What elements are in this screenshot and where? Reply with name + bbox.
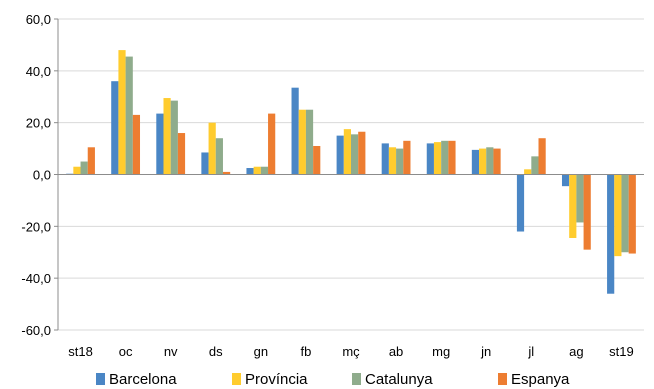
bar-barcelona-ab	[381, 143, 389, 175]
bar-espanya-st18	[87, 147, 95, 175]
x-tick-label: ag	[569, 344, 583, 359]
bar-barcelona-ag	[561, 174, 570, 187]
bar-barcelona-fb	[291, 87, 299, 175]
x-tick-label: mç	[342, 344, 360, 359]
bar-espanya-jl	[538, 138, 546, 175]
legend-label: Catalunya	[365, 371, 433, 388]
legend-swatch-barcelona	[96, 373, 105, 385]
bar-espanya-fb	[313, 145, 321, 175]
bar-barcelona-nv	[156, 113, 164, 175]
bar-província-ds	[208, 122, 216, 175]
bar-catalunya-mg	[441, 140, 449, 175]
bar-espanya-mg	[448, 140, 456, 175]
bar-barcelona-mg	[426, 143, 434, 175]
bar-província-fb	[298, 109, 306, 175]
bar-barcelona-jl	[516, 174, 525, 232]
x-tick-label: gn	[254, 344, 268, 359]
x-tick-label: ab	[389, 344, 403, 359]
bar-catalunya-ds	[215, 138, 223, 175]
y-axis-tick-labels: -60,0 -40,0 -20,0 0,0 20,0 40,0 60,0	[21, 12, 51, 338]
bar-espanya-ab	[403, 140, 411, 175]
x-tick-label: jl	[527, 344, 534, 359]
axes	[54, 18, 644, 331]
y-tick-label: -20,0	[21, 219, 51, 234]
bars	[66, 50, 636, 294]
legend-label: Barcelona	[109, 371, 177, 388]
bar-catalunya-nv	[170, 100, 178, 175]
bar-catalunya-ab	[396, 148, 404, 175]
bar-barcelona-gn	[246, 168, 254, 175]
bar-espanya-nv	[177, 133, 186, 175]
y-tick-label: 0,0	[33, 168, 51, 183]
legend-label: Espanya	[511, 371, 570, 388]
legend-swatch-província	[232, 373, 241, 385]
x-tick-label: st19	[609, 344, 634, 359]
bar-espanya-gn	[268, 113, 276, 175]
x-tick-label: nv	[164, 344, 178, 359]
bar-província-st18	[73, 166, 81, 175]
bar-barcelona-ds	[201, 152, 209, 175]
bar-catalunya-mç	[351, 134, 359, 175]
bar-província-oc	[118, 50, 126, 175]
x-tick-label: ds	[209, 344, 223, 359]
bar-barcelona-oc	[111, 81, 119, 175]
bar-província-jn	[479, 148, 487, 175]
x-tick-label: fb	[301, 344, 312, 359]
x-tick-label: st18	[68, 344, 93, 359]
y-tick-label: -40,0	[21, 271, 51, 286]
bar-catalunya-oc	[125, 56, 133, 175]
bar-província-jl	[524, 169, 532, 175]
bar-espanya-ds	[222, 171, 231, 175]
bar-espanya-oc	[132, 114, 141, 175]
x-tick-label: oc	[119, 344, 133, 359]
bar-província-gn	[253, 166, 261, 175]
y-tick-label: -60,0	[21, 323, 51, 338]
bar-espanya-jn	[493, 148, 501, 175]
bar-espanya-ag	[583, 174, 591, 250]
bar-espanya-st19	[628, 174, 636, 254]
bar-catalunya-gn	[260, 166, 269, 175]
bar-catalunya-ag	[576, 174, 584, 223]
bar-província-st19	[614, 174, 622, 257]
bar-catalunya-jl	[531, 156, 539, 175]
bar-catalunya-jn	[486, 147, 494, 175]
bar-catalunya-fb	[305, 109, 314, 175]
bar-província-mç	[343, 129, 351, 175]
legend-swatch-espanya	[498, 373, 507, 385]
x-tick-label: mg	[432, 344, 450, 359]
legend-swatch-catalunya	[352, 373, 361, 385]
x-axis-tick-labels: st18 oc nv ds gn fb mç ab mg jn jl ag st19	[68, 344, 634, 359]
gridlines	[58, 18, 644, 331]
bar-catalunya-st18	[80, 161, 88, 175]
y-tick-label: 60,0	[26, 12, 51, 27]
bar-barcelona-mç	[336, 135, 344, 175]
bar-catalunya-st19	[621, 174, 629, 253]
x-tick-label: jn	[480, 344, 491, 359]
bar-espanya-mç	[358, 131, 366, 175]
bar-barcelona-jn	[471, 149, 480, 175]
y-tick-label: 20,0	[26, 116, 51, 131]
y-tick-label: 40,0	[26, 64, 51, 79]
legend: Barcelona Província Catalunya Espanya	[96, 371, 570, 388]
bar-barcelona-st19	[607, 174, 615, 294]
bar-província-mg	[433, 142, 442, 175]
bar-província-ag	[569, 174, 577, 238]
bar-província-ab	[388, 147, 397, 175]
bar-província-nv	[163, 98, 171, 175]
legend-label: Província	[245, 371, 308, 388]
